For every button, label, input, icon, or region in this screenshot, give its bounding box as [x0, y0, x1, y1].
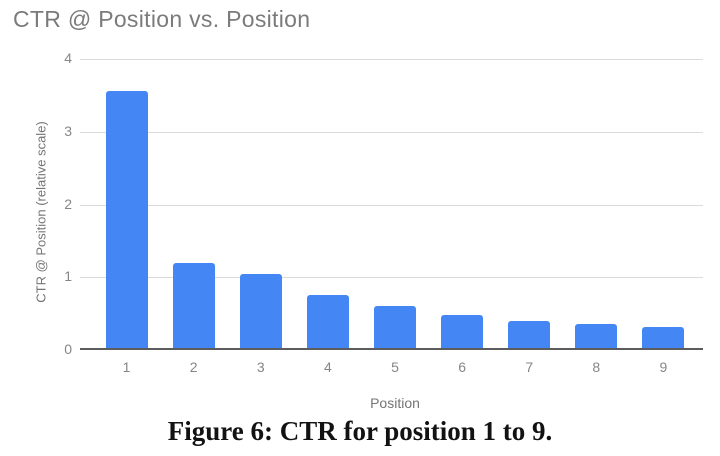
gridline-4 — [80, 59, 703, 60]
x-tick-label-9: 9 — [659, 359, 668, 375]
y-tick-label-0: 0 — [64, 341, 72, 357]
bar-cell-8 — [562, 59, 629, 350]
bar-cell-1 — [93, 59, 160, 350]
x-tick-label-7: 7 — [525, 359, 534, 375]
bar-cell-6 — [428, 59, 495, 350]
y-tick-label-4: 4 — [64, 50, 72, 66]
bar-cell-3 — [227, 59, 294, 350]
bar-cell-4 — [294, 59, 361, 350]
x-axis-tick-labels: 1 2 3 4 5 6 7 8 9 — [93, 359, 697, 375]
gridline-3 — [80, 131, 703, 133]
bar-position-6 — [440, 315, 483, 350]
chart-title: CTR @ Position vs. Position — [13, 6, 311, 32]
bar-position-7 — [507, 320, 550, 350]
x-tick-label-6: 6 — [458, 359, 466, 375]
y-tick-label-2: 2 — [64, 195, 72, 212]
y-tick-label-1: 1 — [64, 268, 72, 285]
x-tick-label-4: 4 — [323, 359, 332, 375]
bar-position-8 — [574, 323, 617, 350]
x-tick-label-8: 8 — [592, 359, 601, 375]
figure-caption: Figure 6: CTR for position 1 to 9. — [167, 416, 553, 446]
x-tick-label-1: 1 — [122, 359, 131, 375]
gridline-2 — [80, 204, 703, 206]
x-tick-label-2: 2 — [189, 359, 198, 375]
bar-cell-2 — [160, 59, 227, 350]
plot-area — [80, 59, 703, 350]
x-tick-label-5: 5 — [391, 359, 399, 375]
y-tick-label-3: 3 — [64, 122, 72, 139]
bar-cell-9 — [629, 59, 696, 350]
bar-series — [93, 59, 696, 350]
bar-cell-5 — [361, 59, 428, 350]
bar-position-5 — [373, 306, 416, 350]
bar-cell-7 — [495, 59, 562, 350]
x-axis-line — [80, 348, 703, 350]
bar-position-2 — [172, 262, 215, 350]
x-tick-label-3: 3 — [256, 359, 265, 375]
bar-position-4 — [306, 295, 349, 350]
bar-position-9 — [641, 327, 684, 350]
bar-position-3 — [239, 273, 282, 350]
gridline-1 — [80, 277, 703, 279]
bar-position-1 — [105, 91, 148, 350]
x-axis-title: Position — [370, 395, 420, 411]
